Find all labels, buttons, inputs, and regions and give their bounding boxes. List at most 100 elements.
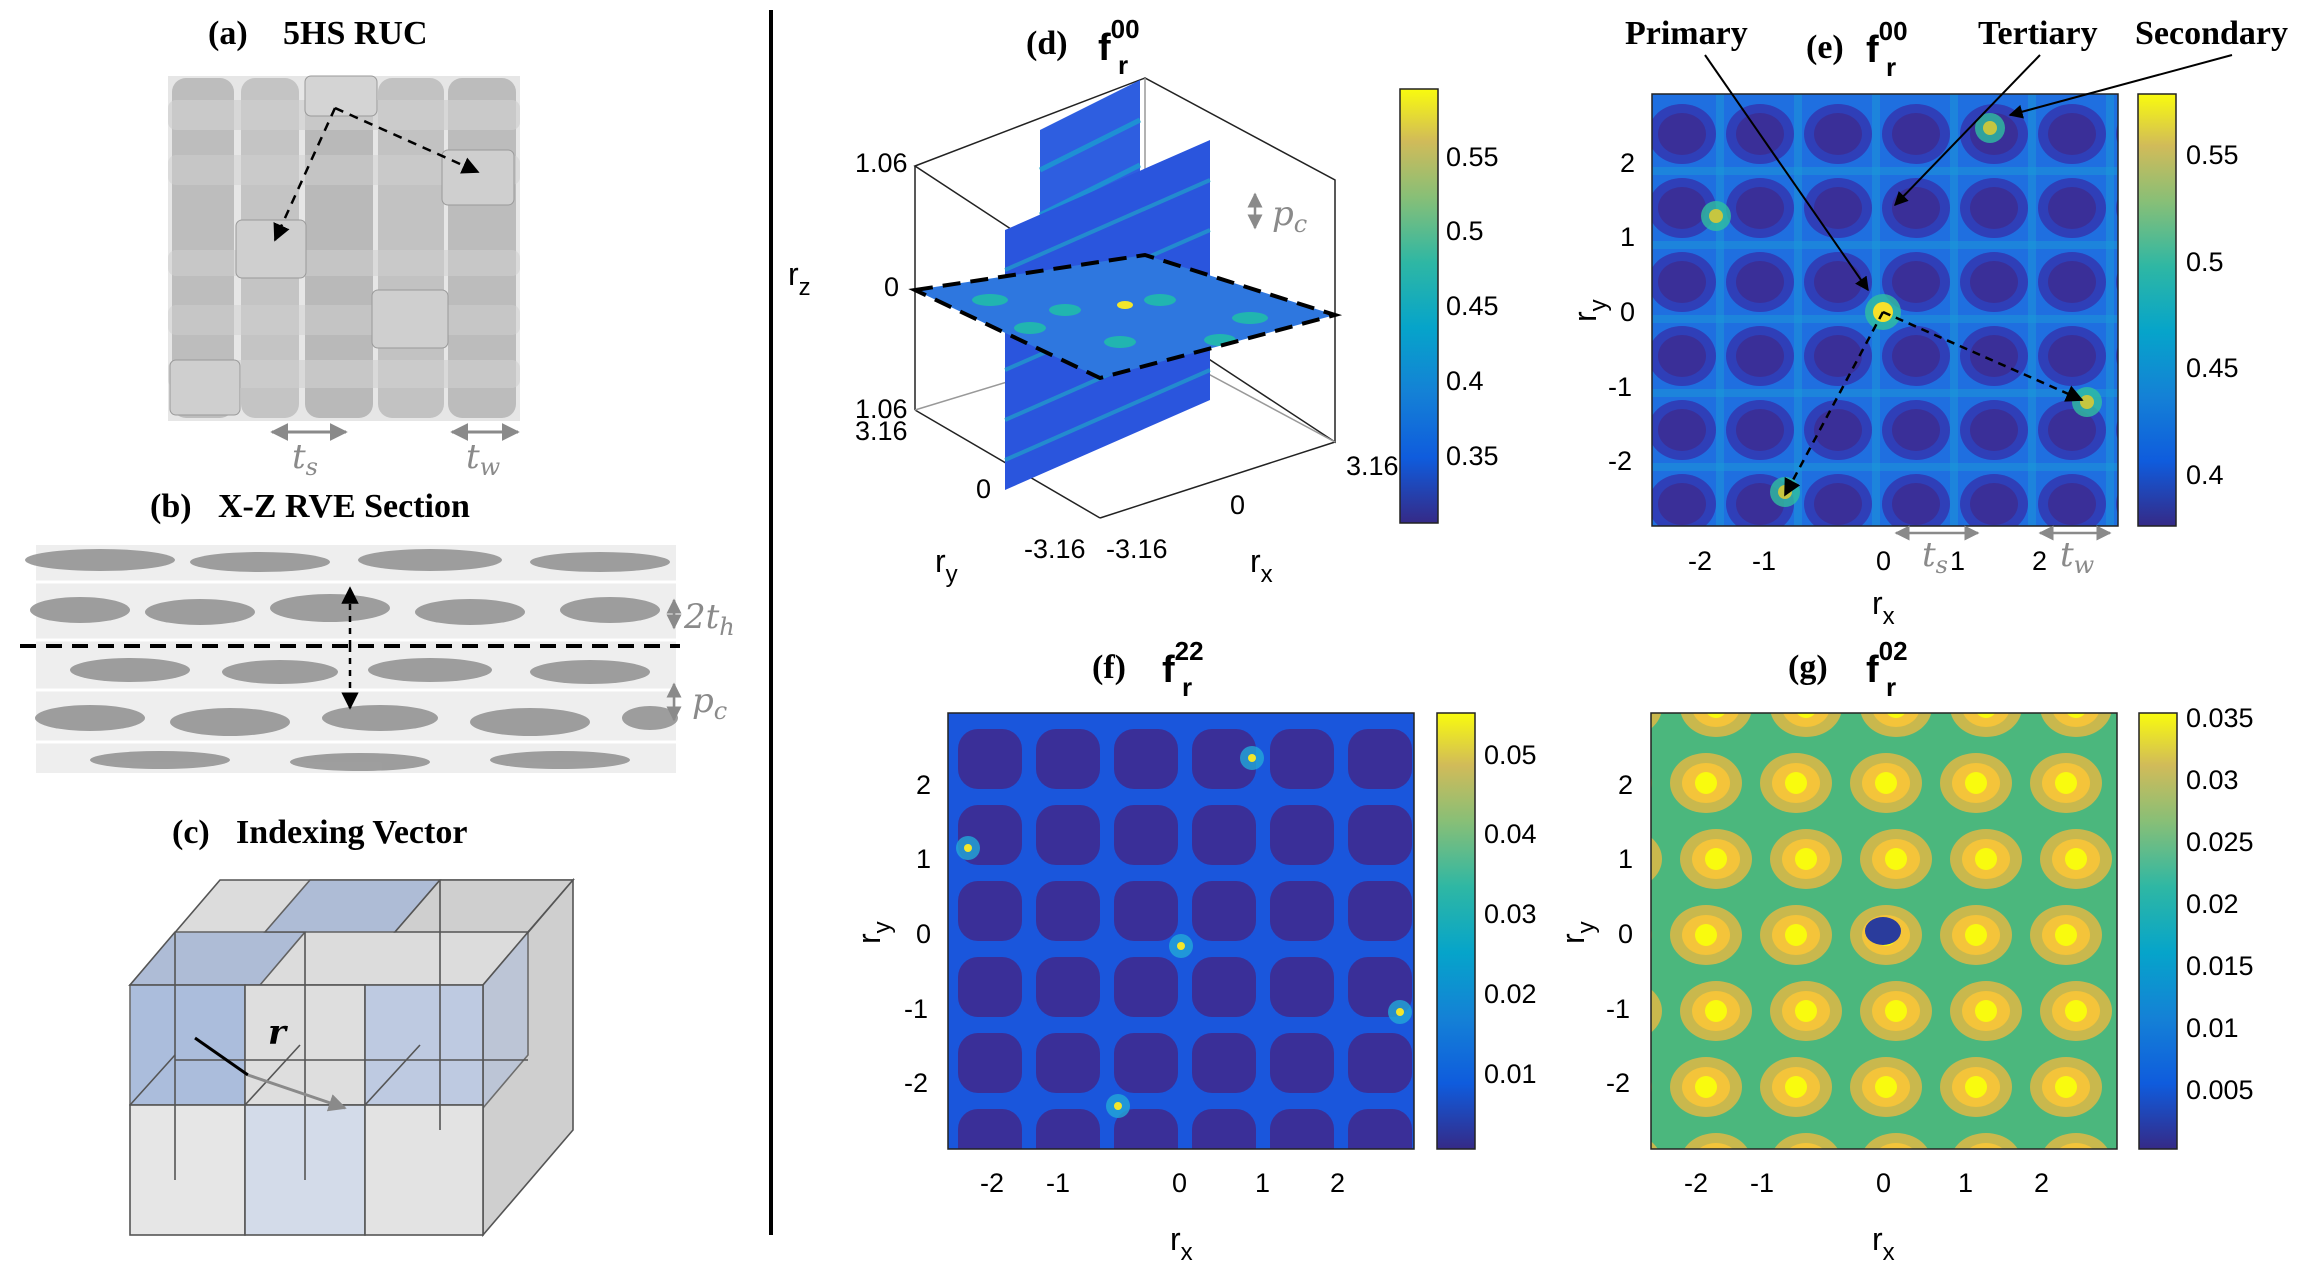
panel-d: (d) f00 r 1.06 0 (788, 14, 1499, 588)
svg-text:0: 0 (1620, 297, 1635, 327)
svg-text:tw: tw (2060, 535, 2095, 579)
svg-text:0.5: 0.5 (1446, 216, 1484, 246)
svg-text:0.03: 0.03 (2186, 765, 2239, 795)
svg-text:tw: tw (466, 437, 501, 481)
svg-text:0.02: 0.02 (2186, 889, 2239, 919)
svg-text:0: 0 (976, 474, 991, 504)
svg-text:pc: pc (1272, 194, 1307, 238)
svg-text:0.01: 0.01 (2186, 1013, 2239, 1043)
svg-text:0: 0 (884, 272, 899, 302)
panel-c: (c) Indexing Vector r (128, 814, 575, 1238)
svg-text:-2: -2 (980, 1168, 1004, 1198)
svg-text:-1: -1 (1752, 546, 1776, 576)
svg-text:0: 0 (1618, 919, 1633, 949)
panel-g-heatmap (1651, 713, 2117, 1149)
svg-text:ts: ts (292, 437, 318, 481)
panel-b: (b) X-Z RVE Section 2th pc (20, 488, 735, 773)
panel-a-title: 5HS RUC (283, 15, 428, 52)
svg-text:0.035: 0.035 (2186, 703, 2254, 733)
svg-text:-1: -1 (1046, 1168, 1070, 1198)
vector-r-label: r (268, 1013, 288, 1053)
svg-text:ry: ry (1555, 921, 1600, 944)
svg-text:2: 2 (1618, 770, 1633, 800)
panel-d-zlabel: rz (788, 256, 811, 301)
panel-g-label: (g) (1788, 649, 1828, 686)
svg-text:1.06: 1.06 (855, 148, 908, 178)
panel-f-label: (f) (1092, 649, 1126, 686)
panel-a-label: (a) (208, 15, 248, 52)
svg-text:0.015: 0.015 (2186, 951, 2254, 981)
panel-f-heatmap (948, 713, 1414, 1149)
svg-text:rx: rx (1872, 1221, 1895, 1266)
svg-text:3.16: 3.16 (1346, 451, 1399, 481)
svg-text:-1: -1 (904, 994, 928, 1024)
svg-text:0: 0 (916, 919, 931, 949)
svg-text:ts: ts (1922, 535, 1948, 579)
svg-text:-2: -2 (904, 1068, 928, 1098)
svg-text:2: 2 (2032, 546, 2047, 576)
svg-text:2: 2 (1330, 1168, 1345, 1198)
svg-text:0.02: 0.02 (1484, 979, 1537, 1009)
svg-text:0.03: 0.03 (1484, 899, 1537, 929)
panel-a: (a) 5HS RUC ts (168, 15, 520, 481)
svg-text:0.01: 0.01 (1484, 1059, 1537, 1089)
svg-text:-2: -2 (1688, 546, 1712, 576)
svg-text:0.35: 0.35 (1446, 441, 1499, 471)
svg-text:0.45: 0.45 (2186, 353, 2239, 383)
panel-d-label: (d) (1026, 25, 1068, 62)
svg-text:0: 0 (1876, 1168, 1891, 1198)
svg-text:0.5: 0.5 (2186, 247, 2224, 277)
svg-text:0.4: 0.4 (1446, 366, 1484, 396)
svg-text:1.06: 1.06 (855, 394, 908, 424)
svg-text:0: 0 (1230, 490, 1245, 520)
panel-g: (g) f02 r -2 -1 0 1 2 2 1 0 -1 -2 rx ry … (1555, 636, 2254, 1266)
svg-text:0.55: 0.55 (2186, 140, 2239, 170)
svg-text:-1: -1 (1750, 1168, 1774, 1198)
svg-text:0.04: 0.04 (1484, 819, 1537, 849)
panel-e-heatmap (1652, 94, 2118, 526)
secondary-label: Secondary (2135, 15, 2288, 52)
svg-text:1: 1 (1958, 1168, 1973, 1198)
svg-text:1: 1 (1950, 546, 1965, 576)
svg-text:-3.16: -3.16 (1106, 534, 1168, 564)
svg-text:0: 0 (1876, 546, 1891, 576)
panel-f: (f) f22 r -2 -1 0 1 2 2 1 0 -1 -2 rx ry … (851, 636, 1537, 1266)
primary-label: Primary (1625, 15, 1748, 52)
svg-text:r: r (1886, 52, 1896, 82)
svg-text:ry: ry (1567, 299, 1612, 322)
svg-text:2th: 2th (683, 597, 735, 641)
svg-text:0.025: 0.025 (2186, 827, 2254, 857)
cube-grid (128, 877, 575, 1238)
rve-section-image (25, 545, 678, 773)
svg-text:ry: ry (851, 921, 896, 944)
panel-c-label: (c) (172, 814, 210, 851)
svg-text:-2: -2 (1608, 446, 1632, 476)
svg-text:r: r (1182, 672, 1192, 702)
svg-text:rx: rx (1872, 585, 1895, 630)
panel-d-ylabel: ry (935, 543, 958, 588)
svg-text:0.005: 0.005 (2186, 1075, 2254, 1105)
svg-text:r: r (1118, 50, 1128, 80)
panel-b-title: X-Z RVE Section (218, 488, 470, 525)
svg-text:pc: pc (692, 681, 727, 725)
svg-text:0.55: 0.55 (1446, 142, 1499, 172)
panel-e: (e) f00 r Primary Tertiary Secondary ts … (1567, 15, 2288, 630)
svg-text:0.05: 0.05 (1484, 740, 1537, 770)
tertiary-label: Tertiary (1978, 15, 2098, 52)
panel-d-xlabel: rx (1250, 543, 1273, 588)
svg-text:3.16: 3.16 (855, 416, 908, 446)
panel-d-fn: f00 (1098, 14, 1140, 69)
svg-text:0: 0 (1172, 1168, 1187, 1198)
weave-image (168, 75, 520, 421)
svg-text:-1: -1 (1606, 994, 1630, 1024)
panel-g-fn: f02 (1866, 636, 1908, 691)
panel-f-fn: f22 (1162, 636, 1204, 691)
svg-text:2: 2 (2034, 1168, 2049, 1198)
svg-text:0.45: 0.45 (1446, 291, 1499, 321)
svg-text:1: 1 (1620, 222, 1635, 252)
panel-e-label: (e) (1806, 29, 1844, 66)
panel-e-fn: f00 (1866, 16, 1908, 71)
svg-text:1: 1 (1255, 1168, 1270, 1198)
panel-b-label: (b) (150, 488, 192, 525)
